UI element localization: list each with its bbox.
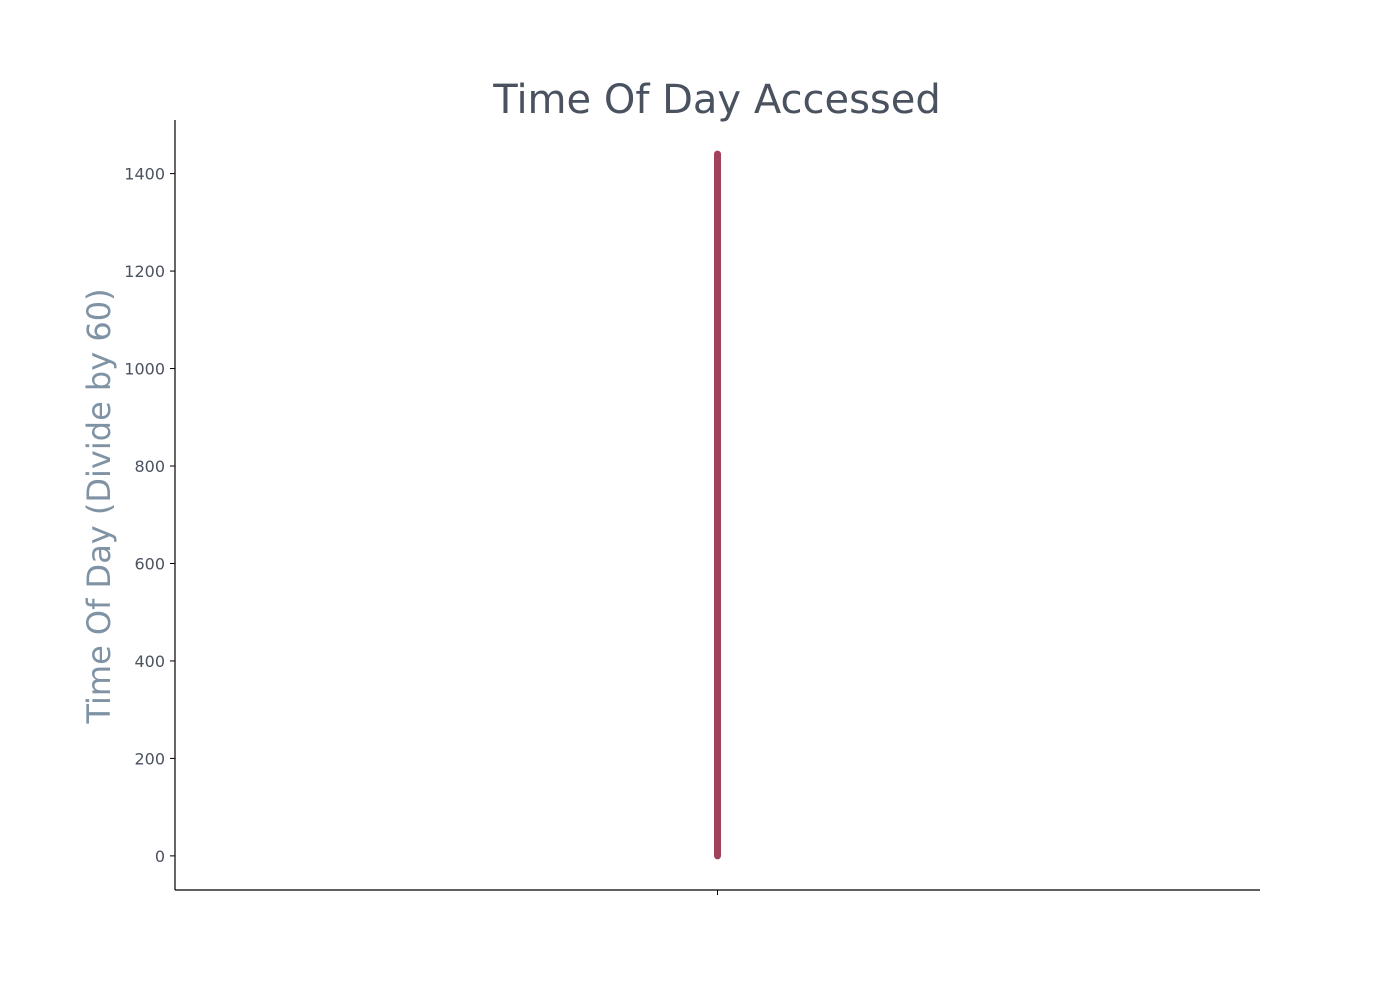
y-tick-label: 1400 [124,165,165,184]
chart-title: Time Of Day Accessed [492,77,941,123]
y-tick-label: 600 [134,554,165,573]
y-tick-label: 0 [155,847,165,866]
y-tick-label: 400 [134,652,165,671]
y-axis-ticks: 0 200 400 600 800 1000 1200 1400 [124,165,175,866]
y-tick-label: 1200 [124,262,165,281]
y-axis-label: Time Of Day (Divide by 60) [80,288,118,724]
y-tick-label: 1000 [124,360,165,379]
y-tick-label: 200 [134,749,165,768]
y-tick-label: 800 [134,457,165,476]
